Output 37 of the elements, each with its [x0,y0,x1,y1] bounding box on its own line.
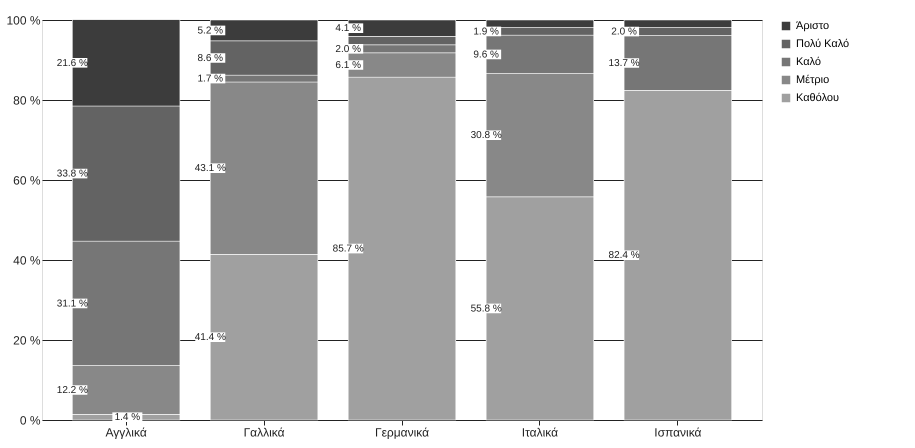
y-tick-label: 80 % [13,94,41,108]
data-label: 30.8 % [470,130,502,142]
x-tick-label: Ισπανικά [654,426,702,440]
data-label: 85.7 % [332,244,364,255]
legend-label: Μέτριο [796,74,830,86]
data-label: 55.8 % [470,303,502,314]
data-label: 21.6 % [56,58,88,69]
data-label: 12.2 % [56,385,88,396]
data-label: 1.9 % [473,26,500,38]
data-label: 9.6 % [473,49,500,60]
y-tick-label: 100 % [6,14,41,28]
y-tick-label: 40 % [13,254,41,268]
data-label: 2.0 % [335,44,362,55]
legend-label: Άριστο [796,20,830,32]
x-tick-label: Γαλλικά [244,426,285,440]
data-label: 8.6 % [197,53,224,64]
y-tick-label: 20 % [13,334,41,348]
data-label: 31.1 % [56,298,88,310]
y-tick-label: 60 % [13,174,41,188]
data-label: 82.4 % [608,250,640,262]
data-label: 13.7 % [608,58,640,69]
data-label: 4.1 % [335,23,362,34]
data-label: 2.0 % [611,26,637,38]
x-tick-label: Αγγλικά [106,426,147,440]
data-label: 41.4 % [194,332,226,344]
data-label: 1.4 % [114,412,140,424]
data-label: 33.8 % [56,168,88,180]
y-tick-label: 0 % [20,414,41,428]
data-label: 1.7 % [197,74,224,85]
data-label: 5.2 % [197,25,224,36]
legend-label: Πολύ Καλό [796,38,850,50]
legend-label: Καλό [796,56,822,68]
x-tick-label: Γερμανικά [374,426,430,440]
data-label: 43.1 % [194,163,226,174]
x-tick-label: Ιταλικά [522,426,558,440]
data-label: 6.1 % [335,60,362,71]
legend-label: Καθόλου [796,92,840,104]
